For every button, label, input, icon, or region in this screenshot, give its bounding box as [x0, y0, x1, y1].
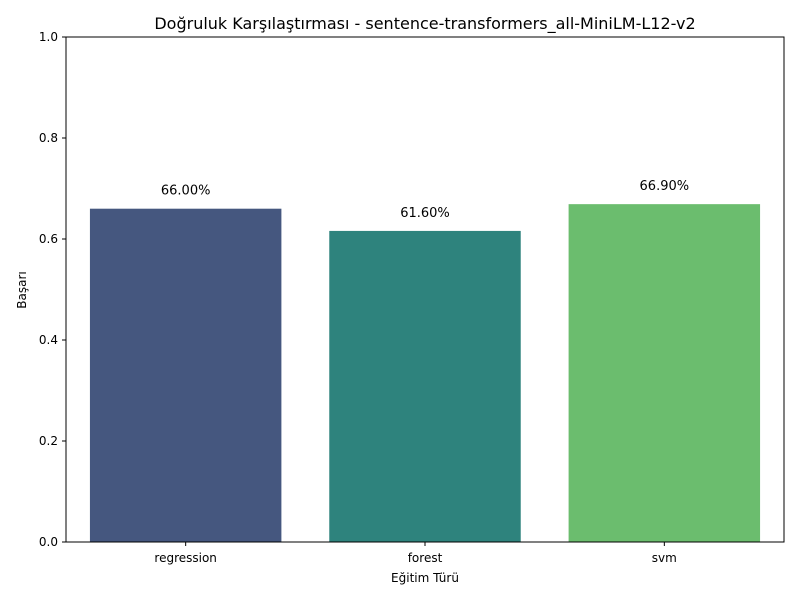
y-tick-label: 0.6	[39, 232, 58, 246]
bar-regression	[89, 208, 282, 542]
value-label-regression: 66.00%	[161, 184, 211, 199]
y-axis: 0.0 0.2 0.4 0.6 0.8 1.0	[39, 30, 66, 549]
bar-svm	[568, 204, 761, 542]
x-tick-label-regression: regression	[154, 551, 217, 565]
value-labels-group: 66.00% 61.60% 66.90%	[161, 179, 689, 221]
y-tick-label: 0.4	[39, 333, 58, 347]
plot-frame	[65, 36, 785, 543]
y-tick-label: 0.2	[39, 434, 58, 448]
value-label-svm: 66.90%	[640, 179, 690, 194]
y-tick-label: 1.0	[39, 30, 58, 44]
bars-group	[89, 204, 761, 543]
y-tick-label: 0.0	[39, 535, 58, 549]
bar-forest	[329, 230, 521, 543]
y-axis-label: Başarı	[15, 271, 29, 308]
x-tick-label-forest: forest	[408, 551, 443, 565]
x-tick-label-svm: svm	[652, 551, 677, 565]
x-axis-label: Eğitim Türü	[391, 571, 459, 585]
x-axis: regression forest svm	[154, 542, 677, 565]
chart-title: Doğruluk Karşılaştırması - sentence-tran…	[154, 14, 695, 34]
value-label-forest: 61.60%	[400, 206, 450, 221]
y-tick-label: 0.8	[39, 131, 58, 145]
